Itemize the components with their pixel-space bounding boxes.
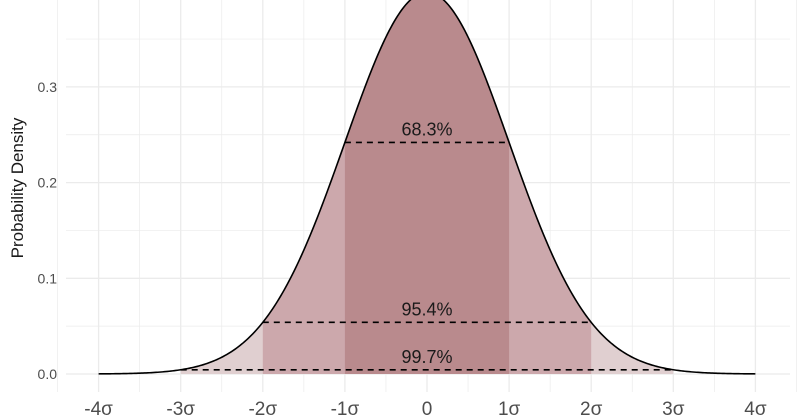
x-axis-ticks: -4σ -3σ -2σ -1σ 0 1σ 2σ 3σ 4σ	[84, 399, 767, 420]
density-curve	[98, 0, 756, 375]
percentage-label: 99.7%	[401, 347, 452, 367]
y-tick-label: 0.2	[38, 175, 58, 191]
y-tick-label: 0.0	[38, 366, 58, 382]
y-axis-ticks: 0.0 0.1 0.2 0.3	[38, 79, 58, 382]
x-tick-label: 1σ	[498, 399, 521, 420]
percentage-lines	[180, 141, 674, 371]
percentage-label: 95.4%	[401, 299, 452, 319]
x-tick-label: -1σ	[331, 399, 360, 420]
percentage-label: 68.3%	[401, 119, 452, 139]
x-tick-label: -4σ	[84, 399, 113, 420]
x-tick-label: 0	[422, 399, 433, 420]
y-axis-label: Probability Density	[8, 117, 27, 258]
x-tick-label: 2σ	[580, 399, 603, 420]
shaded-bands	[180, 0, 674, 374]
x-tick-label: -2σ	[248, 399, 277, 420]
x-tick-label: 3σ	[662, 399, 685, 420]
percentage-labels: 68.3% 95.4% 99.7%	[401, 119, 452, 366]
x-tick-label: -3σ	[166, 399, 195, 420]
band-68.3%	[344, 0, 510, 374]
x-tick-label: 4σ	[744, 399, 767, 420]
y-tick-label: 0.3	[38, 79, 58, 95]
y-tick-label: 0.1	[38, 270, 58, 286]
